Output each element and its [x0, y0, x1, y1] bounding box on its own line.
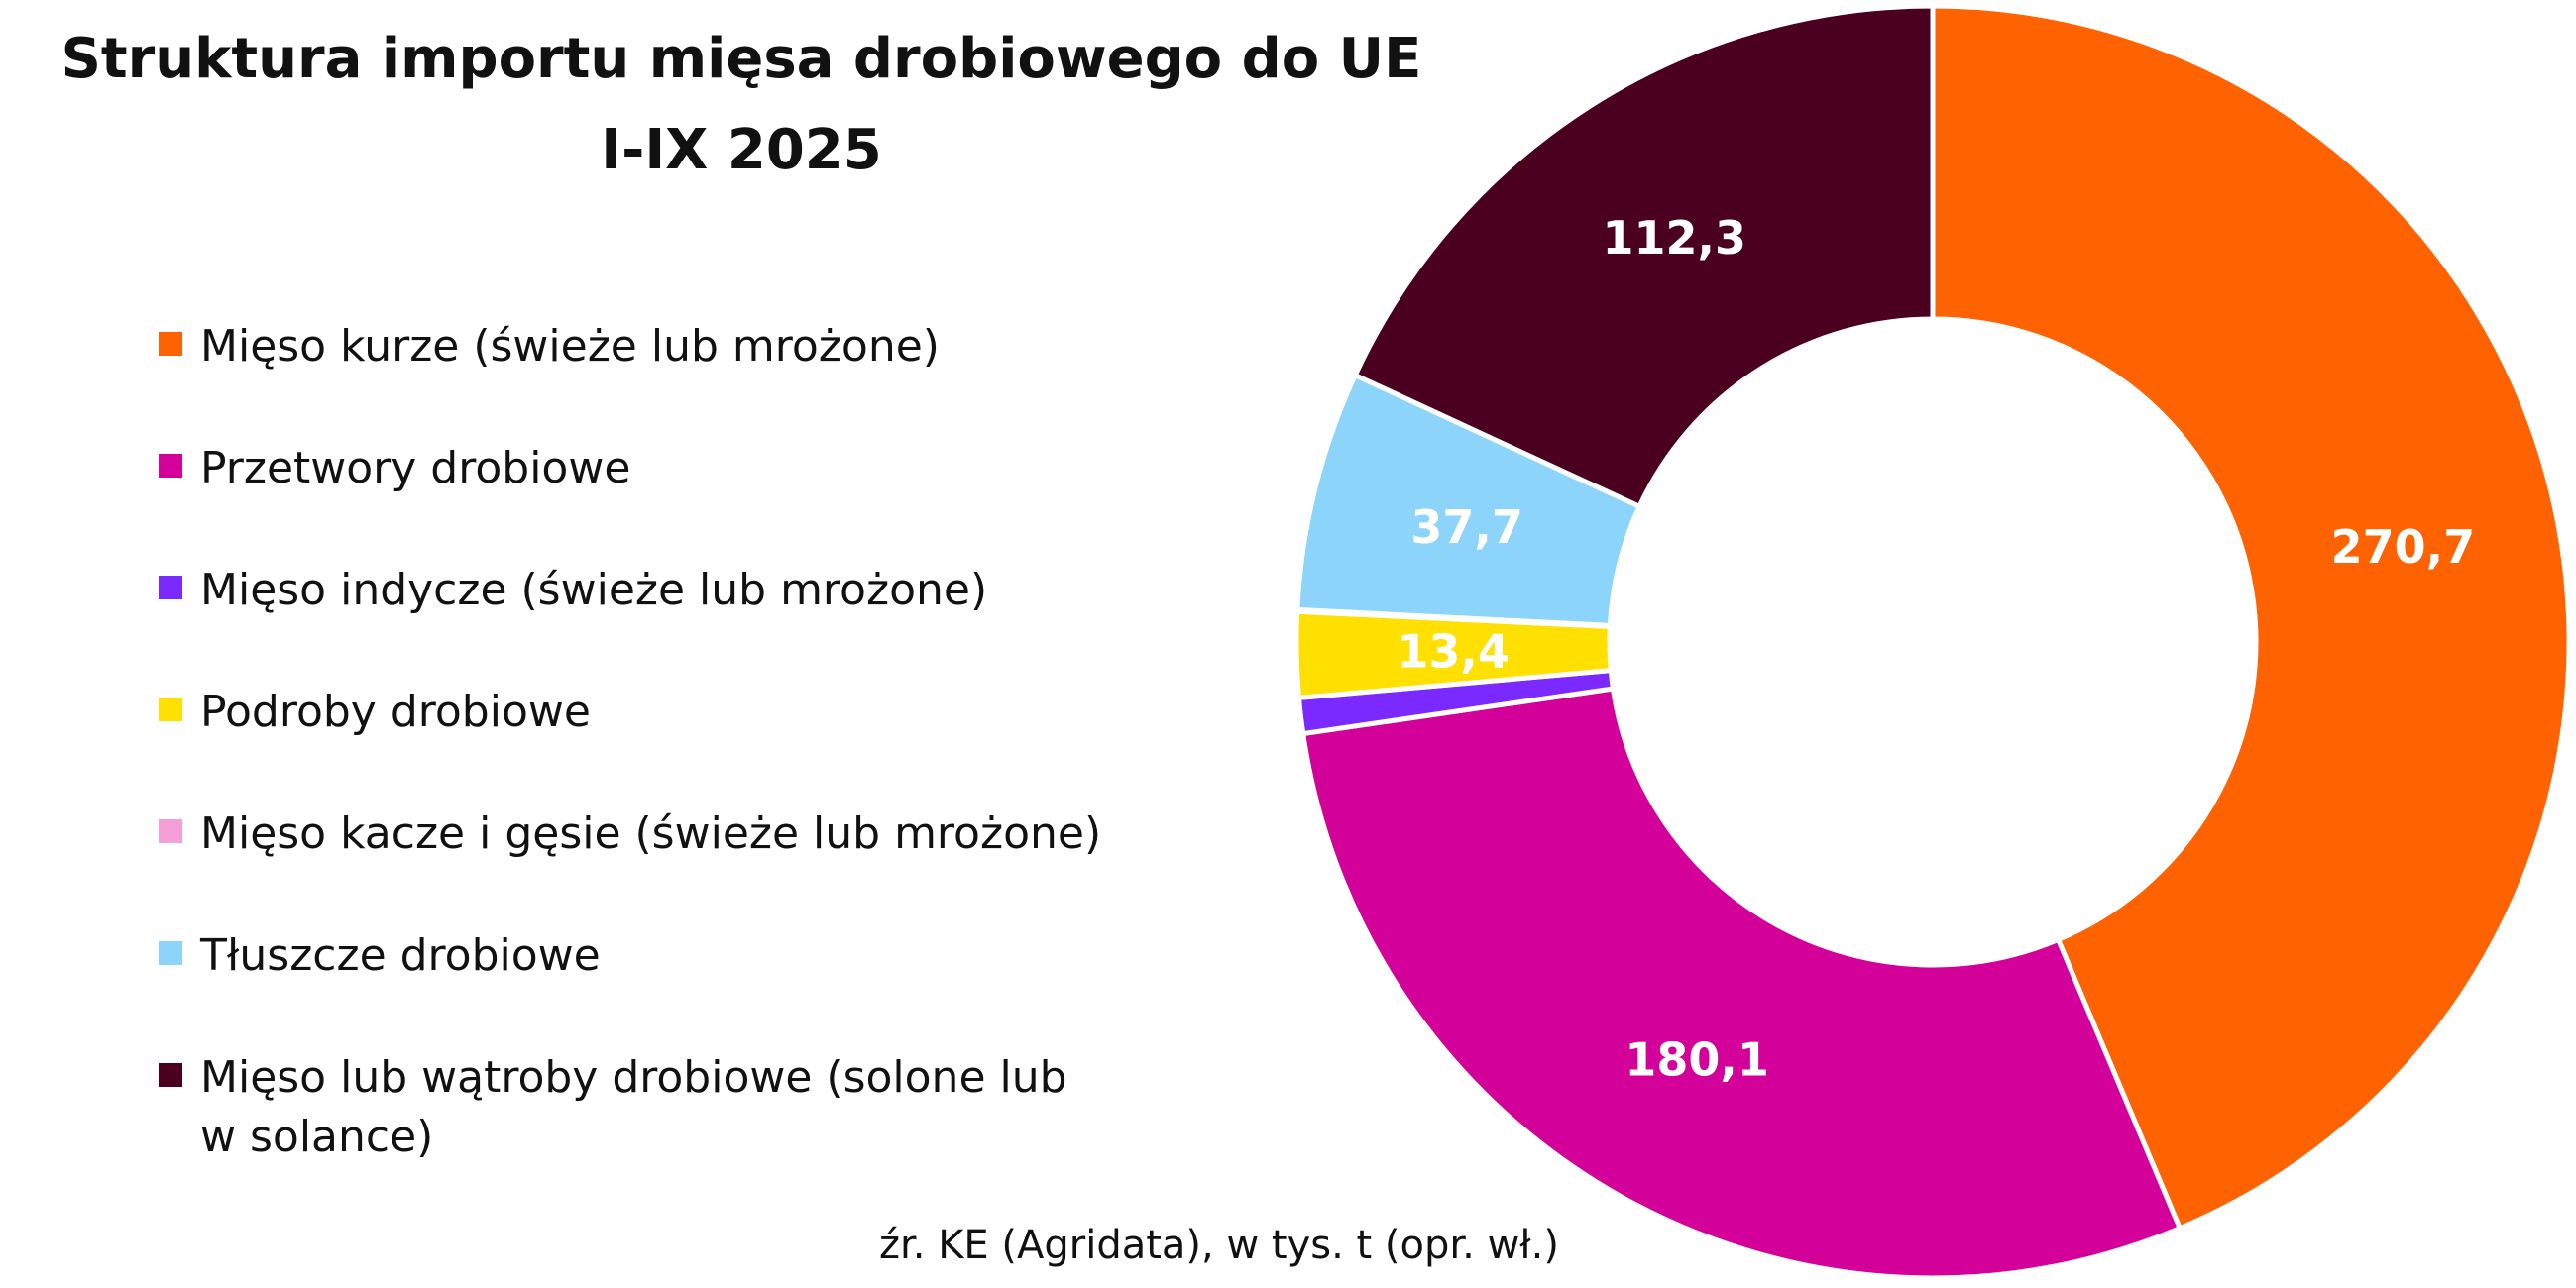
donut-slices	[1293, 3, 2572, 1281]
legend-swatch	[159, 941, 182, 965]
chart-title: Struktura importu mięsa drobiowego do UE…	[61, 27, 1422, 182]
legend-item: Mięso lub wątroby drobiowe (solone lub w …	[159, 1052, 1067, 1162]
legend-label: Tłuszcze drobiowe	[199, 930, 601, 981]
legend-label: Mięso kurze (świeże lub mrożone)	[200, 321, 940, 372]
donut-slice	[1930, 3, 2572, 1232]
donut-slice	[1299, 686, 2184, 1281]
legend-item: Podroby drobiowe	[159, 687, 591, 737]
slice-value-label: 37,7	[1410, 500, 1523, 554]
legend-item: Mięso kurze (świeże lub mrożone)	[159, 321, 940, 372]
legend-swatch	[159, 819, 182, 843]
legend-swatch	[159, 1063, 182, 1087]
slice-value-label: 270,7	[2331, 520, 2476, 574]
legend: Mięso kurze (świeże lub mrożone) Przetwor…	[159, 321, 1101, 1162]
legend-label: Mięso kacze i gęsie (świeże lub mrożone)	[200, 808, 1101, 859]
slice-value-label: 112,3	[1602, 211, 1746, 265]
legend-item: Mięso indycze (świeże lub mrożone)	[159, 565, 987, 615]
legend-item: Tłuszcze drobiowe	[159, 930, 601, 981]
legend-label: Mięso lub wątroby drobiowe (solone lub	[200, 1052, 1067, 1103]
legend-label: Przetwory drobiowe	[200, 443, 630, 493]
legend-swatch	[159, 576, 182, 599]
legend-label: Podroby drobiowe	[200, 687, 591, 737]
slice-value-label: 180,1	[1624, 1033, 1769, 1087]
chart-title-line-2: I-IX 2025	[601, 118, 881, 182]
legend-item: Przetwory drobiowe	[159, 443, 630, 493]
legend-swatch	[159, 332, 182, 356]
donut-slice	[1351, 3, 1936, 510]
value-labels: 270,7 180,1 13,4 37,7 112,3	[1397, 211, 2475, 1086]
legend-label: w solance)	[200, 1112, 433, 1162]
legend-item: Mięso kacze i gęsie (świeże lub mrożone)	[159, 808, 1101, 859]
chart-title-line-1: Struktura importu mięsa drobiowego do UE	[61, 27, 1422, 91]
legend-label: Mięso indycze (świeże lub mrożone)	[200, 565, 987, 615]
slice-value-label: 13,4	[1397, 625, 1510, 679]
source-note: źr. KE (Agridata), w tys. t (opr. wł.)	[879, 1223, 1559, 1268]
legend-swatch	[159, 454, 182, 478]
legend-swatch	[159, 698, 182, 721]
